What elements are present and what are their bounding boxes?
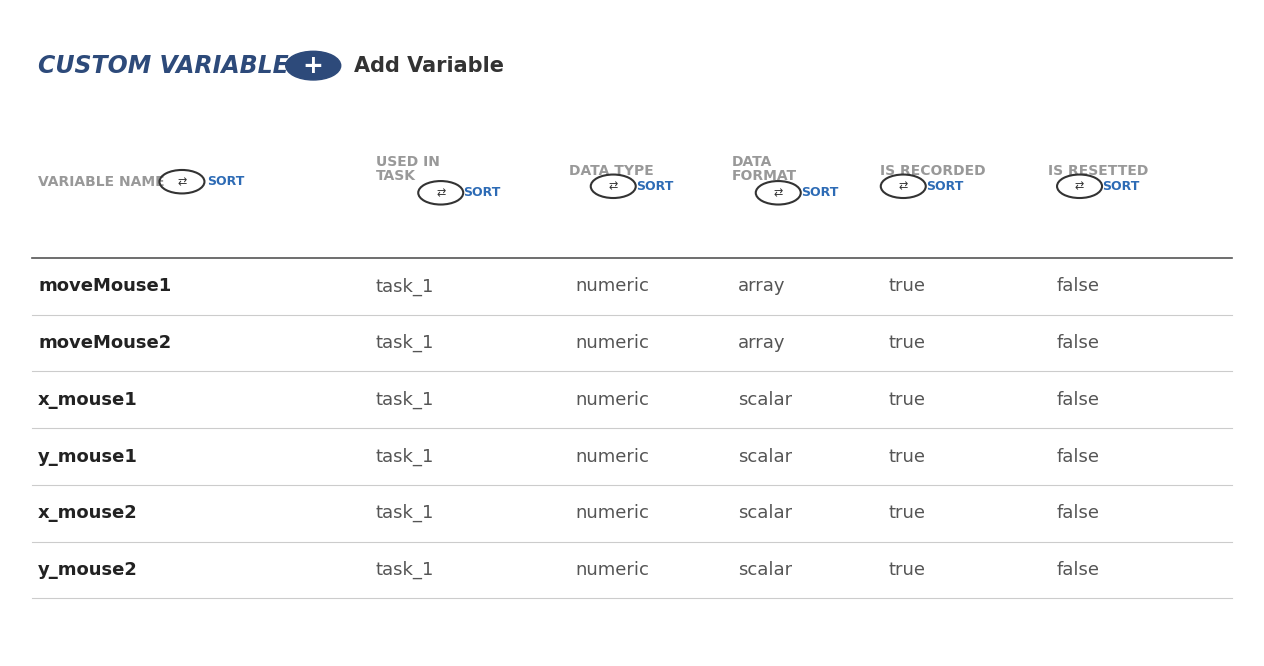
Text: true: true xyxy=(889,504,925,522)
Text: task_1: task_1 xyxy=(375,448,434,466)
Text: ⇄: ⇄ xyxy=(774,188,782,198)
Text: ⇄: ⇄ xyxy=(608,181,618,191)
Text: false: false xyxy=(1057,277,1100,296)
Circle shape xyxy=(286,51,341,80)
Text: true: true xyxy=(889,277,925,296)
Text: array: array xyxy=(738,334,786,352)
Text: ⇄: ⇄ xyxy=(1074,181,1085,191)
Text: true: true xyxy=(889,561,925,579)
Text: numeric: numeric xyxy=(575,561,650,579)
Text: y_mouse2: y_mouse2 xyxy=(38,561,138,579)
Text: SORT: SORT xyxy=(801,186,838,199)
Text: IS RESETTED: IS RESETTED xyxy=(1048,165,1149,178)
Text: false: false xyxy=(1057,334,1100,352)
Text: moveMouse2: moveMouse2 xyxy=(38,334,172,352)
Text: false: false xyxy=(1057,391,1100,409)
Text: x_mouse2: x_mouse2 xyxy=(38,504,138,522)
Text: ⇄: ⇄ xyxy=(436,188,445,198)
Text: SORT: SORT xyxy=(636,180,674,192)
Text: USED IN: USED IN xyxy=(375,155,440,169)
Text: scalar: scalar xyxy=(738,504,793,522)
Text: false: false xyxy=(1057,561,1100,579)
Text: numeric: numeric xyxy=(575,277,650,296)
Text: DATA TYPE: DATA TYPE xyxy=(570,165,655,178)
Text: DATA: DATA xyxy=(732,155,772,169)
Text: task_1: task_1 xyxy=(375,504,434,522)
Text: moveMouse1: moveMouse1 xyxy=(38,277,172,296)
Text: false: false xyxy=(1057,448,1100,466)
Text: true: true xyxy=(889,391,925,409)
Text: task_1: task_1 xyxy=(375,391,434,409)
Text: array: array xyxy=(738,277,786,296)
Text: numeric: numeric xyxy=(575,504,650,522)
Text: numeric: numeric xyxy=(575,334,650,352)
Text: true: true xyxy=(889,334,925,352)
Text: x_mouse1: x_mouse1 xyxy=(38,391,138,409)
Text: scalar: scalar xyxy=(738,391,793,409)
Text: task_1: task_1 xyxy=(375,334,434,352)
Text: true: true xyxy=(889,448,925,466)
Text: SORT: SORT xyxy=(463,186,501,199)
Text: numeric: numeric xyxy=(575,448,650,466)
Text: CUSTOM VARIABLES: CUSTOM VARIABLES xyxy=(38,54,306,78)
Text: ⇄: ⇄ xyxy=(177,176,187,186)
Text: ⇄: ⇄ xyxy=(899,181,908,191)
Text: +: + xyxy=(303,54,324,78)
Text: FORMAT: FORMAT xyxy=(732,169,798,184)
Text: IS RECORDED: IS RECORDED xyxy=(880,165,985,178)
Text: TASK: TASK xyxy=(375,169,416,184)
Text: numeric: numeric xyxy=(575,391,650,409)
Text: Add Variable: Add Variable xyxy=(354,56,504,76)
Text: SORT: SORT xyxy=(207,175,244,188)
Text: task_1: task_1 xyxy=(375,561,434,579)
Text: SORT: SORT xyxy=(925,180,963,192)
Text: scalar: scalar xyxy=(738,448,793,466)
Text: y_mouse1: y_mouse1 xyxy=(38,448,138,466)
Text: VARIABLE NAME: VARIABLE NAME xyxy=(38,174,164,188)
Text: false: false xyxy=(1057,504,1100,522)
Text: scalar: scalar xyxy=(738,561,793,579)
Text: task_1: task_1 xyxy=(375,277,434,296)
Text: SORT: SORT xyxy=(1102,180,1139,192)
